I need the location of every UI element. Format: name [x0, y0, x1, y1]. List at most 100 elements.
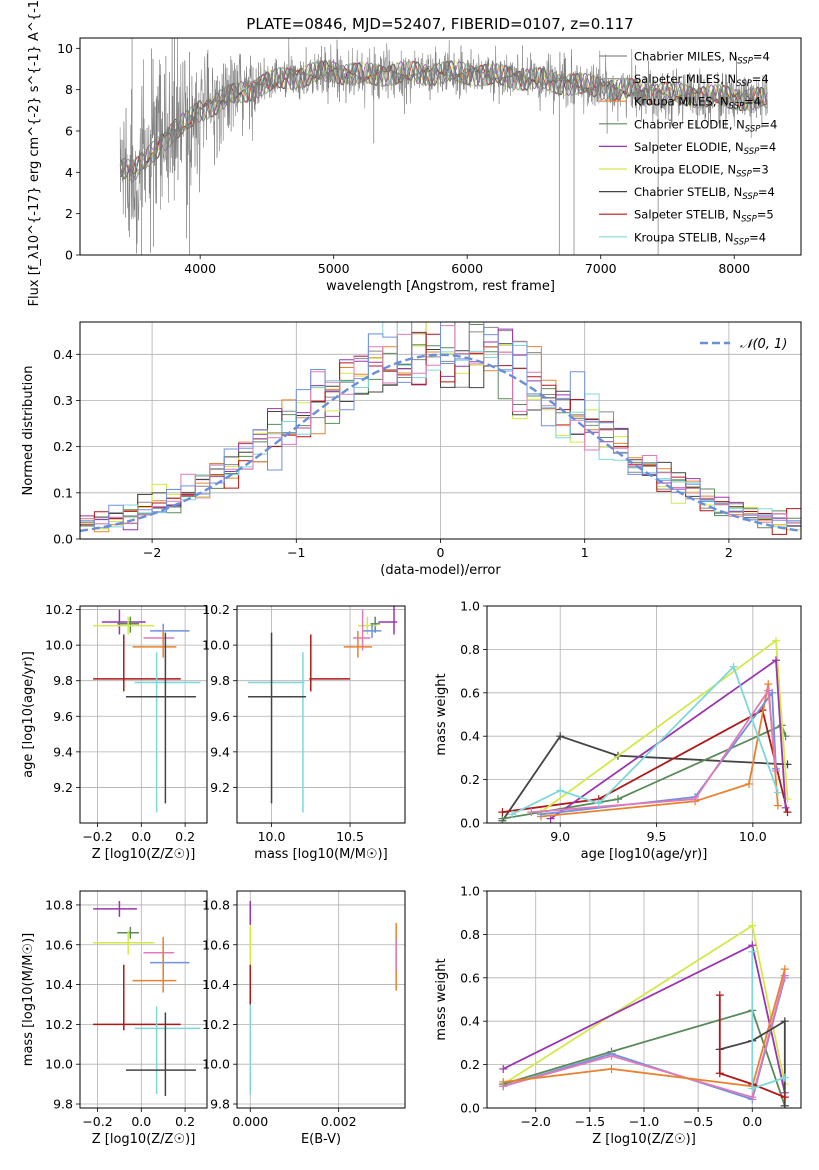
mass_weight_vs_Z-series-point [780, 1073, 789, 1082]
figure-title: PLATE=0846, MJD=52407, FIBERID=0107, z=0… [246, 15, 633, 33]
spectrum-ytick-label: 2 [65, 206, 73, 221]
mass_vs_EBV-ytick-label: 10.2 [202, 1017, 230, 1032]
mass_weight_vs_age-xtick-label: 9.5 [647, 829, 667, 844]
spectrum-plot-area [119, 38, 768, 255]
age_vs_Z-ytick-label: 9.8 [53, 673, 73, 688]
mass_weight_vs_Z-series-point [780, 1017, 789, 1026]
mass_weight_vs_Z-ytick-label: 0.6 [460, 970, 480, 985]
mass_weight_vs_Z-series-point [607, 1051, 616, 1060]
mass_weight_vs_Z-series-line [502, 975, 786, 1099]
mass_weight_vs_Z-series-point [780, 965, 789, 974]
spectrum-ytick-label: 4 [65, 165, 73, 180]
mass_weight_vs_age-ytick-label: 1.0 [460, 599, 480, 614]
mass_vs_Z-xtick-label: 0.0 [131, 1114, 151, 1129]
residuals-ytick-label: 0.3 [53, 393, 73, 408]
age_vs_Z-ylabel: age [log10(age/yr)] [21, 651, 36, 778]
residual-histogram [80, 322, 801, 539]
mass_weight_vs_Z-series-point [715, 991, 724, 1000]
age_vs_Z-xtick-label: 0.0 [131, 829, 151, 844]
spectrum-xlabel: wavelength [Angstrom, rest frame] [326, 279, 555, 294]
mass_weight_vs_age-series-point [556, 786, 565, 795]
mass_weight_vs_Z-series-point [499, 1077, 508, 1086]
mass_vs_Z-ytick-label: 10.8 [45, 897, 73, 912]
mass_weight_vs_age-series-point [613, 795, 622, 804]
mass_vs_Z-xlabel: Z [log10(Z/Z☉)] [92, 1132, 196, 1147]
mass_weight_vs_Z-series-point [748, 1093, 757, 1102]
residuals-ytick-label: 0.2 [53, 439, 73, 454]
age_vs_mass-ytick-label: 9.4 [210, 744, 230, 759]
residuals-xtick-label: 2 [725, 545, 733, 560]
age_vs_Z-ytick-label: 10.2 [45, 602, 73, 617]
mass_weight_vs_Z-ytick-label: 0.8 [460, 927, 480, 942]
mass_weight_vs_Z-ytick-label: 0.4 [460, 1014, 480, 1029]
residuals-ylabel: Normed distribution [21, 366, 36, 496]
mass_vs_EBV-plot-area [249, 900, 397, 1095]
spectrum-legend-label: Salpeter STELIB, NSSP=5 [634, 208, 774, 225]
spectrum-frame [79, 37, 802, 256]
mass_weight_vs_age-series-point [783, 808, 792, 817]
mass_vs_EBV-xtick-label: 0.002 [321, 1114, 357, 1129]
age_vs_mass-plot-area [247, 606, 398, 813]
mass_weight_vs_age-series-point [594, 799, 603, 808]
spectrum-ytick-label: 0 [65, 248, 73, 263]
mass_vs_EBV-ytick-label: 9.8 [210, 1097, 230, 1112]
age_vs_mass-xtick-label: 10.5 [336, 829, 364, 844]
mass_vs_EBV-ytick-label: 10.0 [202, 1057, 230, 1072]
age_vs_Z-ytick-label: 10.0 [45, 638, 73, 653]
mass_weight_vs_Z-series-point [748, 921, 757, 930]
mass_weight_vs_Z-ytick-label: 0.0 [460, 1101, 480, 1116]
age_vs_Z-xtick-label: −0.2 [82, 829, 112, 844]
spectrum-panel: Chabrier MILES, NSSP=4 Salpeter MILES, NS… [27, 0, 802, 306]
mass_vs_EBV-ytick-label: 10.8 [202, 897, 230, 912]
age_vs_Z-xtick-label: 0.2 [175, 829, 195, 844]
mass_weight_vs_Z-panel: −2.0 −1.5 −1.0 −0.5 0.0 0.0 0.2 0.4 0.6 0.8 1.0 Z [… [434, 884, 802, 1147]
mass_vs_Z-ytick-label: 9.8 [53, 1097, 73, 1112]
mass_weight_vs_Z-ylabel: mass weight [434, 958, 449, 1040]
age_vs_Z-panel: −0.2 0.0 0.2 9.2 9.4 9.6 9.8 10.0 10.2 Z [log10(Z… [21, 602, 208, 862]
mass_vs_EBV-xtick-label: 0.000 [232, 1114, 268, 1129]
mass_vs_EBV-panel: 0.000 0.002 9.8 10.0 10.2 10.4 10.6 10.8 E(B-V) [202, 890, 406, 1147]
mass_weight_vs_Z-series-line [719, 1019, 786, 1106]
spectrum-legend-label: Kroupa MILES, NSSP=4 [634, 95, 761, 112]
mass_vs_Z-ytick-label: 10.2 [45, 1017, 73, 1032]
mass_weight_vs_Z-series-line [502, 1009, 786, 1107]
mass_vs_Z-ytick-label: 10.4 [45, 977, 73, 992]
mass_weight_vs_Z-series-point [748, 947, 757, 956]
mass_weight_vs_Z-xtick-label: −2.0 [521, 1114, 551, 1129]
residuals-xtick-label: −2 [143, 545, 161, 560]
residuals-ytick-label: 0.0 [53, 532, 73, 547]
mass_weight_vs_Z-series-point [607, 1064, 616, 1073]
mass_weight_vs_age-series-point [773, 801, 782, 810]
age_vs_mass-frame [236, 605, 406, 824]
mass_weight_vs_age-ylabel: mass weight [434, 673, 449, 755]
mass_weight_vs_age-series-point [771, 656, 780, 665]
mass_vs_Z-ytick-label: 10.0 [45, 1057, 73, 1072]
mass_vs_EBV-ytick-label: 10.6 [202, 937, 230, 952]
mass_weight_vs_age-series-point [744, 779, 753, 788]
residuals-plot-area [80, 322, 801, 539]
mass_weight_vs_Z-xtick-label: −1.5 [575, 1114, 605, 1129]
age_vs_Z-ytick-label: 9.6 [53, 709, 73, 724]
mass_weight_vs_age-series-point [773, 788, 782, 797]
mass_weight_vs_age-ytick-label: 0.6 [460, 685, 480, 700]
age_vs_Z-xlabel: Z [log10(Z/Z☉)] [92, 847, 196, 862]
mass_weight_vs_Z-xtick-label: −0.5 [683, 1114, 713, 1129]
mass_weight_vs_Z-ytick-label: 1.0 [460, 884, 480, 899]
age_vs_mass-ytick-label: 9.8 [210, 673, 230, 688]
mass_vs_Z-frame [79, 890, 208, 1109]
mass_weight_vs_age-series-point [556, 732, 565, 741]
residuals-ytick-label: 0.4 [53, 347, 73, 362]
spectrum-legend-label: Kroupa STELIB, NSSP=4 [634, 230, 766, 247]
spectrum-legend-label: Kroupa ELODIE, NSSP=3 [634, 163, 769, 180]
mass_weight_vs_Z-xlabel: Z [log10(Z/Z☉)] [592, 1132, 696, 1147]
mass_weight_vs_age-xtick-label: 9.0 [550, 829, 570, 844]
mass_weight_vs_Z-ytick-label: 0.2 [460, 1057, 480, 1072]
spectrum-xtick-label: 8000 [718, 261, 750, 276]
residuals-xlabel: (data-model)/error [380, 563, 501, 578]
mass_weight_vs_age-series-point [771, 766, 780, 775]
mass_weight_vs_age-series-point [729, 662, 738, 671]
mass_weight_vs_Z-series-line [503, 968, 786, 1088]
mass_weight_vs_age-series-line [502, 724, 787, 820]
age_vs_mass-xlabel: mass [log10(M/M☉)] [254, 847, 387, 862]
age_vs_Z-ytick-label: 9.2 [53, 780, 73, 795]
